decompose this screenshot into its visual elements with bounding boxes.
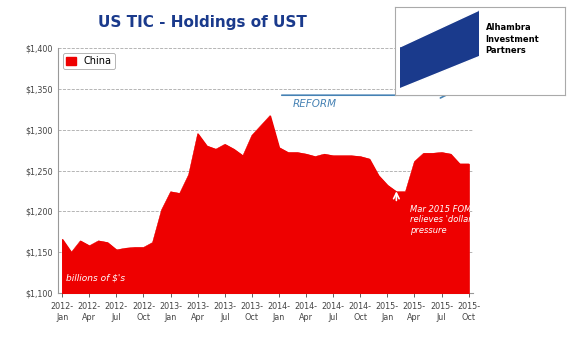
Text: US TIC - Holdings of UST: US TIC - Holdings of UST — [98, 15, 306, 30]
Bar — [400, 10, 479, 88]
Polygon shape — [400, 10, 479, 47]
Text: Alhambra
Investment
Partners: Alhambra Investment Partners — [485, 23, 539, 55]
Legend: China: China — [62, 53, 115, 70]
Text: billions of $'s: billions of $'s — [66, 274, 125, 283]
Polygon shape — [400, 56, 479, 88]
Text: REFORM: REFORM — [293, 99, 336, 109]
Text: Mar 2015 FOMC
relieves 'dollar'
pressure: Mar 2015 FOMC relieves 'dollar' pressure — [410, 205, 477, 235]
